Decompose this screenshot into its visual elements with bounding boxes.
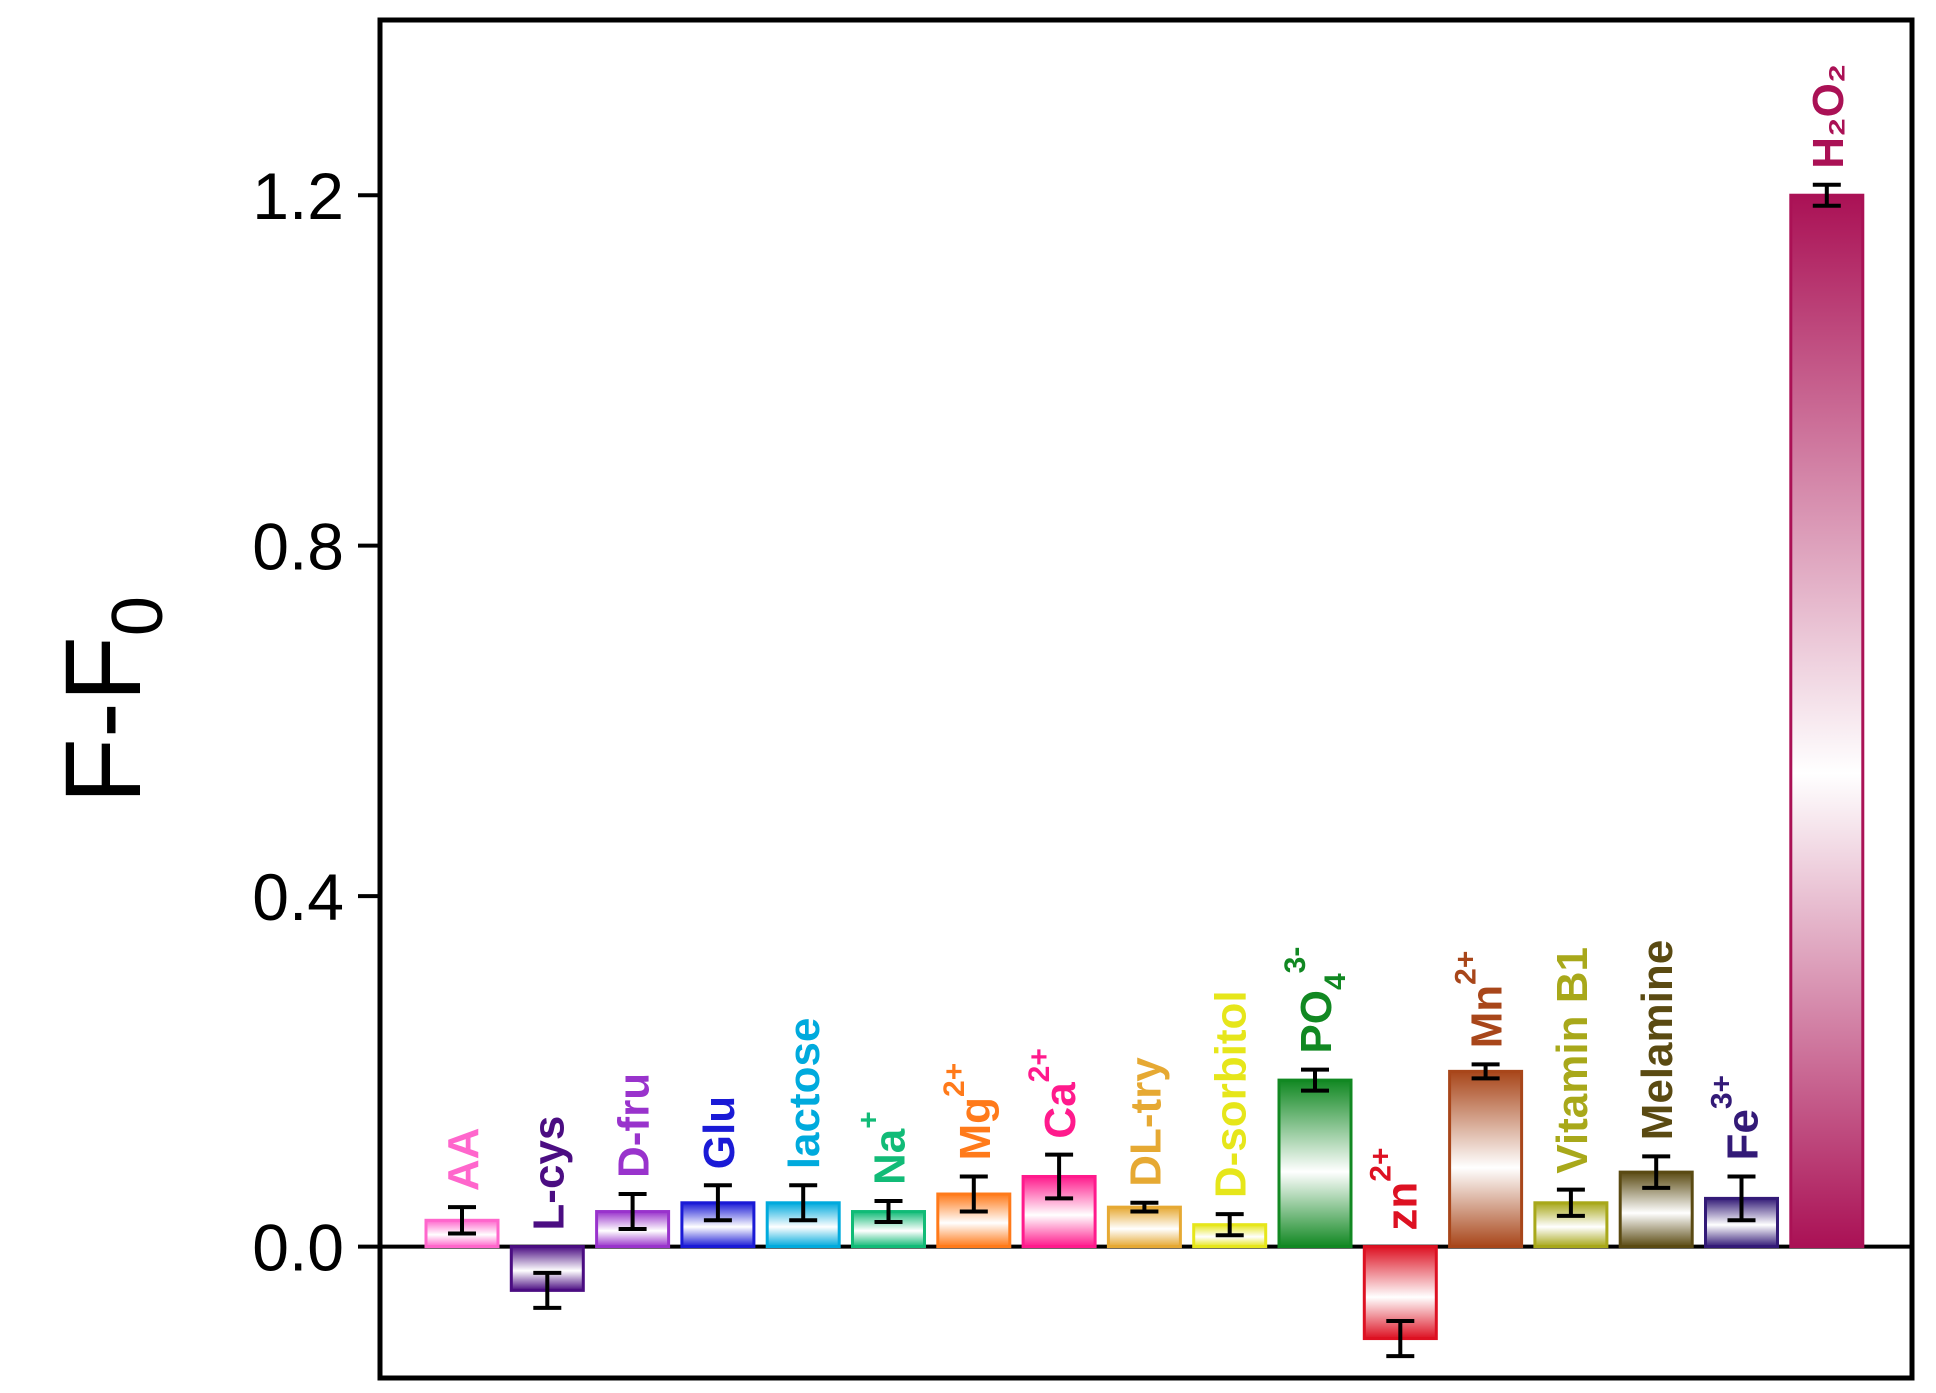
- error-bar: [448, 1205, 476, 1236]
- error-bar: [1727, 1174, 1756, 1223]
- y-tick-label: 0.4: [252, 860, 344, 934]
- bar-label: PO43-: [1279, 947, 1352, 1054]
- error-bar: [1471, 1062, 1500, 1081]
- error-bar: [1812, 182, 1841, 208]
- bar-label: AA: [439, 1128, 488, 1192]
- error-bar: [874, 1199, 903, 1225]
- bar-label: DL-try: [1121, 1057, 1170, 1187]
- error-bar: [1045, 1152, 1074, 1201]
- bar-label: L-cys: [524, 1116, 573, 1231]
- error-bar: [959, 1174, 988, 1214]
- error-bar: [1386, 1319, 1415, 1359]
- error-bar: [789, 1183, 818, 1223]
- error-bar: [1215, 1212, 1244, 1238]
- error-bar: [1556, 1187, 1585, 1218]
- bar-label: Mn2+: [1450, 951, 1512, 1049]
- error-bar: [618, 1192, 647, 1232]
- bar-label: Mg2+: [938, 1063, 1000, 1161]
- error-bar: [533, 1270, 562, 1310]
- bar-label: Na+: [853, 1111, 915, 1185]
- bar: [1448, 1069, 1524, 1249]
- error-bar: [1301, 1067, 1329, 1093]
- bar: [1277, 1078, 1353, 1249]
- bar-label: lactose: [780, 1018, 829, 1170]
- y-tick-label: 1.2: [252, 159, 344, 233]
- bar-label: H₂O₂: [1804, 64, 1853, 169]
- bar-label: Glu: [695, 1096, 744, 1169]
- bar-label: D-fru: [610, 1073, 659, 1178]
- bar-label: Melamine: [1633, 940, 1682, 1141]
- y-tick-label: 0.8: [252, 510, 344, 584]
- bar-label: Fe3+: [1706, 1075, 1768, 1161]
- bar-labels-group: AA L-cys D-fru Glu lactose Na+ Mg2+ Ca2+ DL-try D…: [439, 64, 1853, 1231]
- y-tick-label: 0.0: [252, 1211, 344, 1285]
- y-axis-title: F-F0: [42, 596, 178, 804]
- plot-frame: [377, 17, 1915, 1381]
- error-bars-group: [448, 182, 1841, 1359]
- error-bar: [1642, 1154, 1671, 1190]
- error-bar: [703, 1183, 732, 1223]
- error-bar: [1130, 1200, 1159, 1214]
- bar: [1789, 193, 1865, 1249]
- y-axis: 0.0 0.4 0.8 1.2: [252, 159, 380, 1285]
- bar-label: zn2+: [1364, 1147, 1426, 1230]
- bar-label: D-sorbitol: [1207, 990, 1256, 1198]
- bar-label: Vitamin B1: [1548, 947, 1597, 1174]
- bar-label: Ca2+: [1023, 1048, 1085, 1138]
